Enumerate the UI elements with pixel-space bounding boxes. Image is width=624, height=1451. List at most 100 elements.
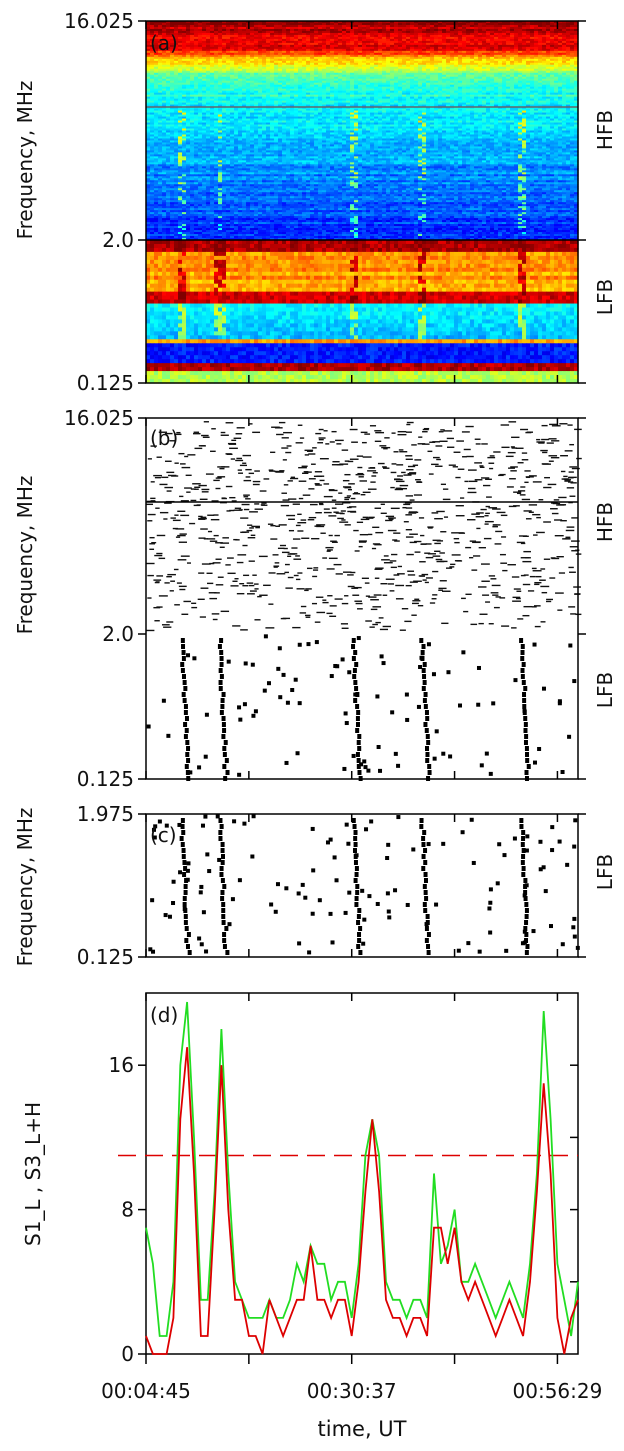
spectrum-cell: [462, 32, 467, 36]
spectrum-cell: [234, 68, 239, 72]
spectrum-cell: [474, 42, 479, 46]
spectrum-cell: [158, 42, 163, 46]
spectrum-cell: [206, 66, 211, 70]
spectrum-cell: [266, 32, 271, 36]
spectrum-cell: [266, 40, 271, 44]
spectrum-cell: [342, 30, 347, 34]
spectrum-cell: [474, 58, 479, 62]
spectrum-cell: [370, 30, 375, 34]
spectrum-cell: [190, 52, 195, 56]
spectrum-cell: [230, 24, 235, 28]
spectrum-cell: [426, 30, 431, 34]
spectrum-cell: [258, 56, 263, 60]
spectrum-cell: [446, 60, 451, 64]
spectrum-cell: [262, 32, 267, 36]
spectrum-cell: [438, 62, 443, 66]
spectrum-cell: [194, 64, 199, 68]
spectrum-cell: [470, 54, 475, 58]
spectrum-cell: [234, 42, 239, 46]
spectrum-cell: [558, 62, 563, 66]
spectrum-cell: [178, 46, 183, 50]
spectrum-cell: [314, 30, 319, 34]
spectrum-cell: [282, 52, 287, 56]
spectrum-cell: [494, 64, 499, 68]
spectrum-cell: [398, 58, 403, 62]
spectrum-cell: [538, 22, 543, 26]
spectrum-cell: [334, 42, 339, 46]
spectrum-cell: [310, 54, 315, 58]
spectrum-cell: [558, 26, 563, 30]
spectrum-cell: [418, 32, 423, 36]
spectrum-cell: [154, 32, 159, 36]
spectrum-cell: [222, 28, 227, 32]
spectrum-cell: [190, 21, 195, 24]
spectrum-cell: [334, 44, 339, 48]
spectrum-cell: [354, 64, 359, 68]
spectrum-cell: [278, 46, 283, 50]
spectrum-cell: [378, 21, 383, 24]
spectrum-cell: [430, 30, 435, 34]
spectrum-cell: [274, 30, 279, 34]
spectrum-cell: [398, 50, 403, 54]
spectrum-cell: [166, 44, 171, 48]
spectrum-cell: [458, 64, 463, 68]
spectrum-cell: [146, 21, 151, 24]
spectrum-cell: [390, 32, 395, 36]
spectrum-cell: [262, 26, 267, 30]
spectrum-cell: [374, 60, 379, 64]
spectrum-cell: [282, 40, 287, 44]
spectrum-cell: [338, 28, 343, 32]
spectrum-cell: [362, 56, 367, 60]
spectrum-cell: [322, 42, 327, 46]
spectrum-cell: [234, 62, 239, 66]
spectrum-cell: [446, 66, 451, 70]
spectrum-cell: [290, 68, 295, 72]
spectrum-cell: [154, 50, 159, 54]
spectrum-cell: [158, 58, 163, 62]
spectrum-cell: [506, 34, 511, 38]
spectrum-cell: [454, 64, 459, 68]
spectrum-cell: [210, 52, 215, 56]
spectrum-cell: [550, 28, 555, 32]
spectrum-cell: [462, 38, 467, 42]
spectrum-cell: [174, 21, 179, 24]
spectrum-cell: [526, 34, 531, 38]
spectrum-cell: [382, 52, 387, 56]
spectrum-cell: [478, 24, 483, 28]
spectrum-cell: [498, 32, 503, 36]
spectrum-cell: [202, 36, 207, 40]
spectrum-cell: [518, 56, 523, 60]
spectrum-cell: [210, 56, 215, 60]
spectrum-cell: [302, 48, 307, 52]
spectrum-cell: [306, 56, 311, 60]
spectrum-cell: [186, 36, 191, 40]
spectrum-cell: [182, 66, 187, 70]
spectrum-cell: [490, 50, 495, 54]
spectrum-cell: [422, 28, 427, 32]
spectrum-cell: [330, 68, 335, 72]
spectrum-cell: [418, 21, 423, 24]
spectrum-cell: [542, 48, 547, 52]
spectrum-cell: [574, 54, 579, 58]
spectrum-cell: [446, 54, 451, 58]
spectrum-cell: [458, 28, 463, 32]
spectrum-cell: [362, 46, 367, 50]
spectrum-cell: [258, 22, 263, 26]
spectrum-cell: [330, 28, 335, 32]
spectrum-cell: [430, 46, 435, 50]
spectrum-cell: [570, 58, 575, 62]
spectrum-cell: [430, 21, 435, 24]
spectrum-cell: [198, 40, 203, 44]
spectrum-cell: [258, 64, 263, 68]
spectrum-cell: [438, 24, 443, 28]
spectrum-cell: [354, 42, 359, 46]
spectrum-cell: [274, 32, 279, 36]
spectrum-cell: [394, 54, 399, 58]
spectrum-cell: [314, 38, 319, 42]
spectrum-cell: [246, 58, 251, 62]
spectrum-cell: [174, 40, 179, 44]
spectrum-cell: [294, 58, 299, 62]
spectrum-cell: [258, 52, 263, 56]
spectrum-cell: [438, 28, 443, 32]
spectrum-cell: [282, 46, 287, 50]
